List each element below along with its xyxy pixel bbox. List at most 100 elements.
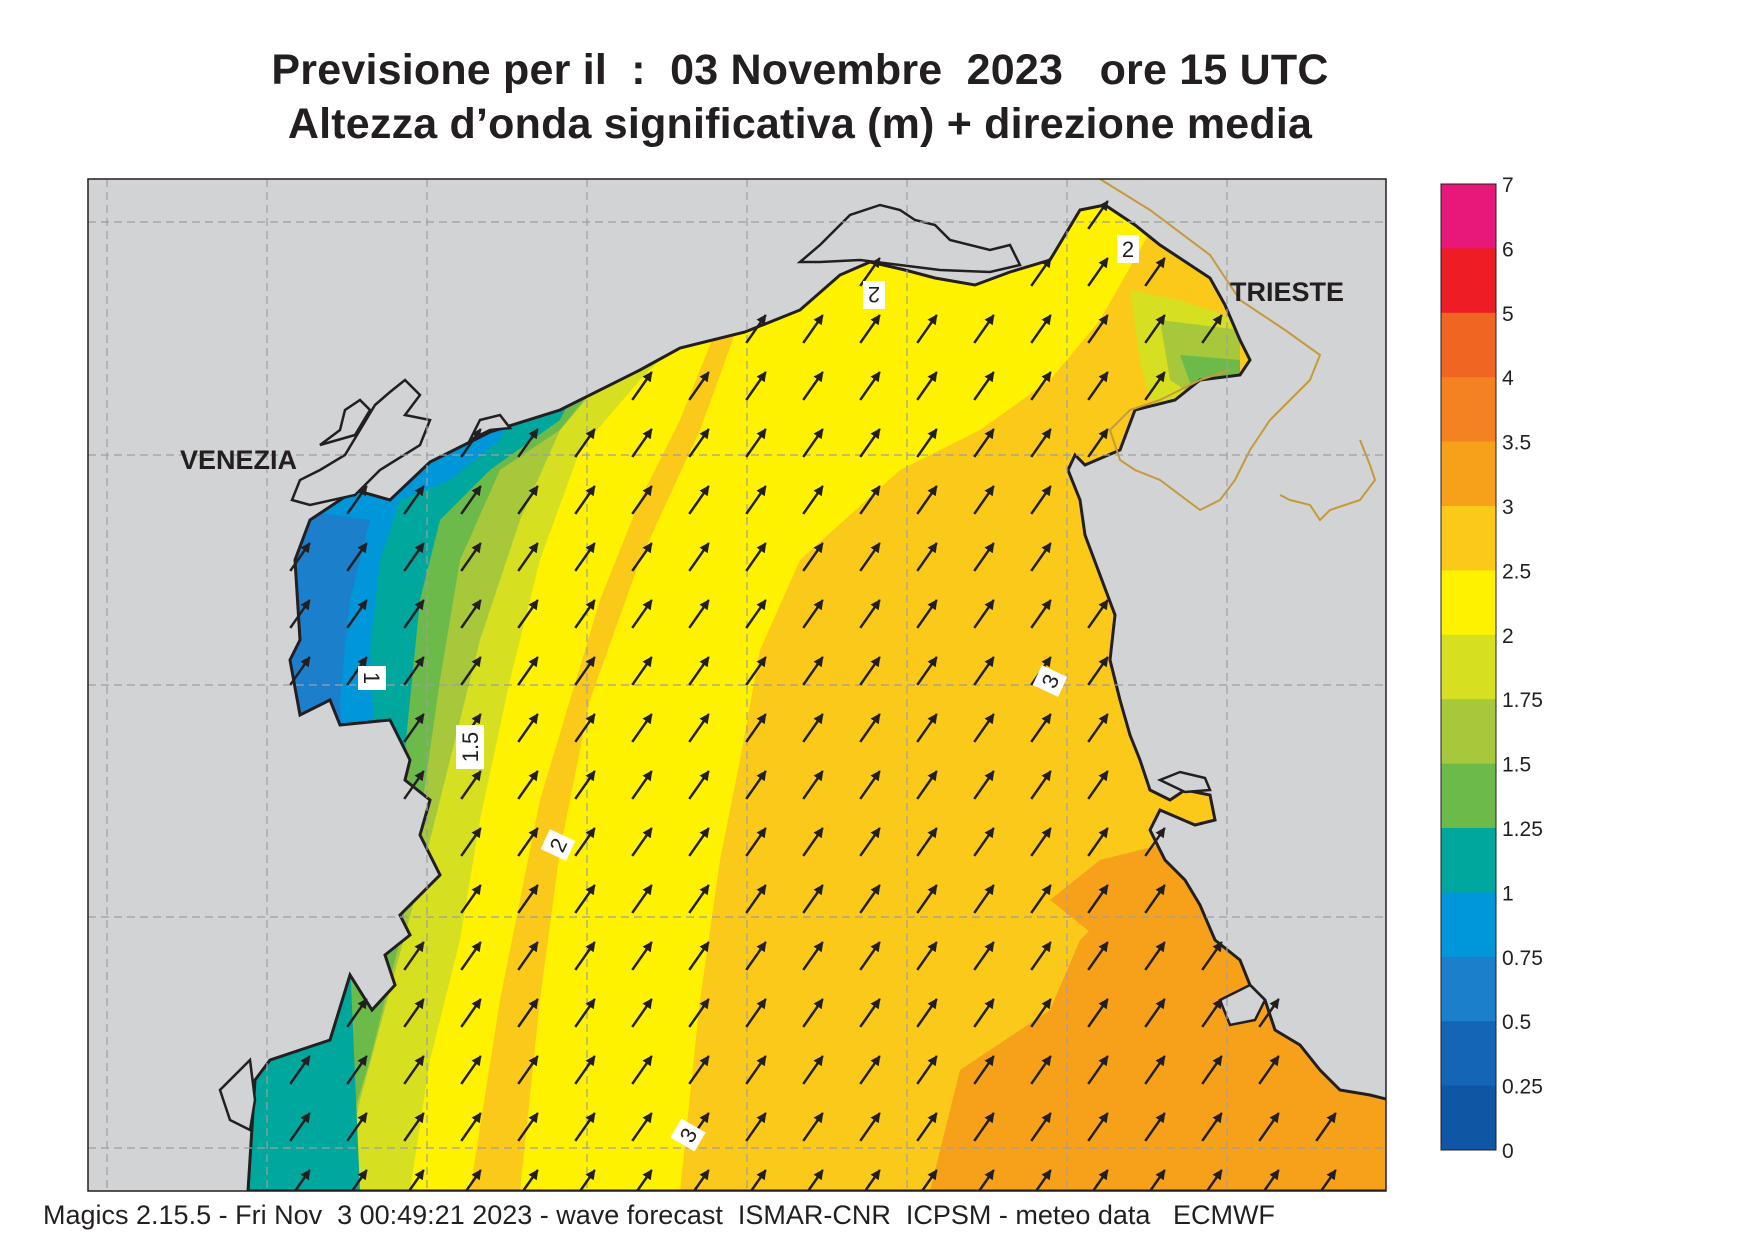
direction-arrow [1201,941,1223,971]
direction-arrow [802,884,824,914]
direction-arrow [916,542,938,572]
direction-arrow [517,827,539,857]
direction-arrow [1087,200,1109,230]
direction-arrow [688,713,710,743]
legend-color-block [1441,634,1496,700]
direction-arrow [802,1112,824,1142]
legend-tick-label: 3.5 [1502,432,1531,455]
direction-arrow [749,1169,767,1191]
direction-arrow [1087,827,1109,857]
direction-arrow [346,485,368,515]
direction-arrow [802,542,824,572]
direction-arrow [1201,1112,1223,1142]
graticule [88,179,1386,1191]
legend-tick-label: 0 [1502,1140,1514,1163]
direction-arrow [859,485,881,515]
direction-arrow [1144,314,1166,344]
direction-arrow [859,314,881,344]
direction-arrow [745,713,767,743]
direction-arrow [745,1055,767,1085]
svg-text:2: 2 [868,282,880,307]
direction-arrow [460,884,482,914]
direction-arrow [916,770,938,800]
legend-tick-label: 5 [1502,303,1514,326]
direction-arrow [1144,1112,1166,1142]
direction-arrow [973,884,995,914]
direction-arrow [631,428,653,458]
direction-arrow [1144,1055,1166,1085]
direction-arrow [1030,314,1052,344]
direction-arrow [863,1169,881,1191]
direction-arrow [1030,884,1052,914]
direction-arrow [1087,1055,1109,1085]
legend-color-block [1441,441,1496,507]
direction-arrow [973,941,995,971]
direction-arrow [517,1112,539,1142]
direction-arrow [289,599,311,629]
direction-arrow [916,998,938,1028]
direction-arrow [688,656,710,686]
svg-text:1: 1 [359,672,384,684]
legend-color-block [1441,1085,1496,1151]
direction-arrow [973,656,995,686]
direction-arrow [1030,485,1052,515]
direction-arrow [1087,599,1109,629]
direction-arrow [1144,257,1166,287]
direction-arrow [1030,428,1052,458]
direction-arrow [460,941,482,971]
direction-arrow [407,1169,425,1191]
legend-color-block [1441,699,1496,765]
direction-arrow [973,542,995,572]
direction-arrow [802,428,824,458]
legend-color-block [1441,377,1496,443]
direction-arrow [1144,941,1166,971]
direction-arrow [692,1169,710,1191]
direction-arrow [1087,770,1109,800]
direction-arrow [688,884,710,914]
contour-label: 2 [540,829,576,861]
direction-arrow [745,770,767,800]
direction-arrow [1087,884,1109,914]
legend-color-block [1441,248,1496,314]
direction-arrow [802,371,824,401]
direction-arrow [1030,827,1052,857]
direction-arrow [1144,884,1166,914]
place-label-venezia: VENEZIA [180,445,297,475]
legend-tick-label: 1 [1502,882,1514,905]
direction-arrow [1030,713,1052,743]
legend-color-block [1441,312,1496,378]
direction-arrow [973,599,995,629]
direction-arrow [916,713,938,743]
direction-arrow [1087,1112,1109,1142]
footer-credits: Magics 2.15.5 - Fri Nov 3 00:49:21 2023 … [43,1200,1275,1230]
direction-arrow [460,998,482,1028]
direction-arrow [635,1169,653,1191]
direction-arrow [973,314,995,344]
legend-tick-label: 0.75 [1502,947,1543,970]
map-subtitle: Altezza d’onda significativa (m) + direz… [287,100,1313,148]
direction-arrow [859,542,881,572]
direction-arrow [745,371,767,401]
direction-arrow [973,713,995,743]
direction-arrow [1201,314,1223,344]
direction-arrow [574,485,596,515]
contour-label: 1.5 [456,725,484,769]
direction-arrow [1258,1055,1280,1085]
direction-arrow [578,1169,596,1191]
legend-tick-label: 1.25 [1502,818,1543,841]
direction-arrow [574,1112,596,1142]
legend-tick-label: 6 [1502,238,1514,261]
direction-arrow [1205,1169,1223,1191]
direction-arrow [745,827,767,857]
direction-arrow [802,314,824,344]
direction-arrow [346,1112,368,1142]
direction-arrow [859,884,881,914]
direction-arrow [859,1112,881,1142]
direction-arrow [631,656,653,686]
svg-text:1.5: 1.5 [458,732,483,763]
legend-color-block [1441,828,1496,893]
direction-arrow [289,1055,311,1085]
direction-arrow [973,485,995,515]
direction-arrow [859,656,881,686]
